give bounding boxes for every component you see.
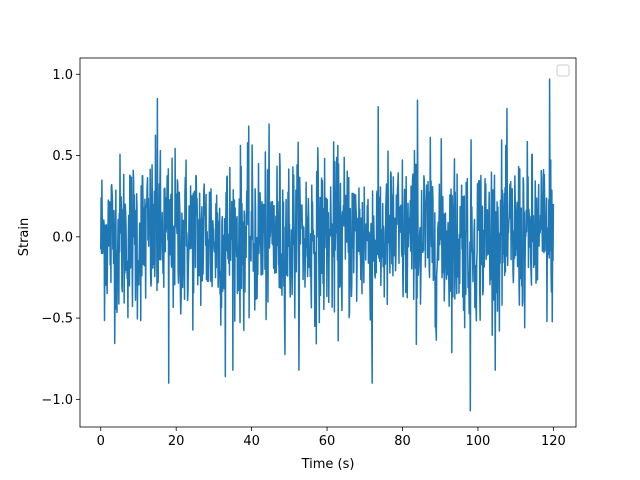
axes-layer: 0 20 40 60 80 100 120 −1.0 −0.5 0.0 0.5 1.0 bbox=[41, 57, 577, 449]
x-tick-label: 0 bbox=[97, 434, 105, 449]
x-tick-label: 100 bbox=[466, 434, 491, 449]
series-layer bbox=[100, 78, 555, 412]
x-axis-label: Time (s) bbox=[301, 457, 355, 472]
legend bbox=[556, 64, 570, 77]
y-axis-label: Strain bbox=[17, 218, 32, 257]
y-tick-label: −0.5 bbox=[41, 312, 73, 327]
series-line bbox=[100, 78, 555, 412]
y-tick-label: 0.5 bbox=[52, 149, 73, 164]
y-tick-label: −1.0 bbox=[41, 393, 73, 408]
x-tick-label: 80 bbox=[394, 434, 411, 449]
x-tick-label: 60 bbox=[319, 434, 336, 449]
y-tick-label: 0.0 bbox=[52, 230, 73, 245]
x-tick-label: 120 bbox=[541, 434, 566, 449]
x-tick-label: 40 bbox=[243, 434, 260, 449]
x-tick-label: 20 bbox=[168, 434, 185, 449]
axes-frame bbox=[79, 57, 577, 428]
y-tick-label: 1.0 bbox=[52, 68, 73, 83]
